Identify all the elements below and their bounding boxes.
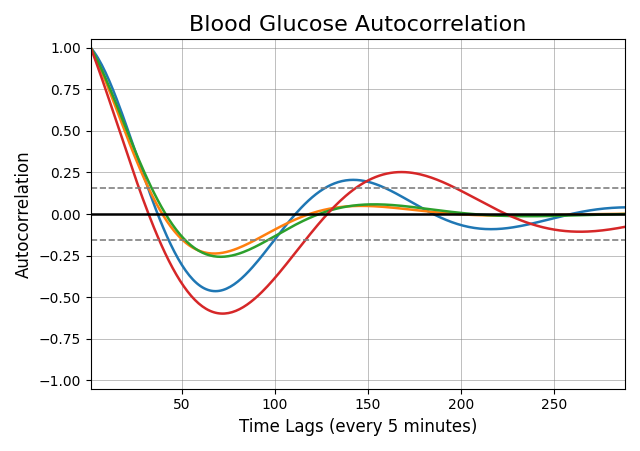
Title: Blood Glucose Autocorrelation: Blood Glucose Autocorrelation [189,15,527,35]
Y-axis label: Autocorrelation: Autocorrelation [15,150,33,278]
X-axis label: Time Lags (every 5 minutes): Time Lags (every 5 minutes) [239,418,477,436]
